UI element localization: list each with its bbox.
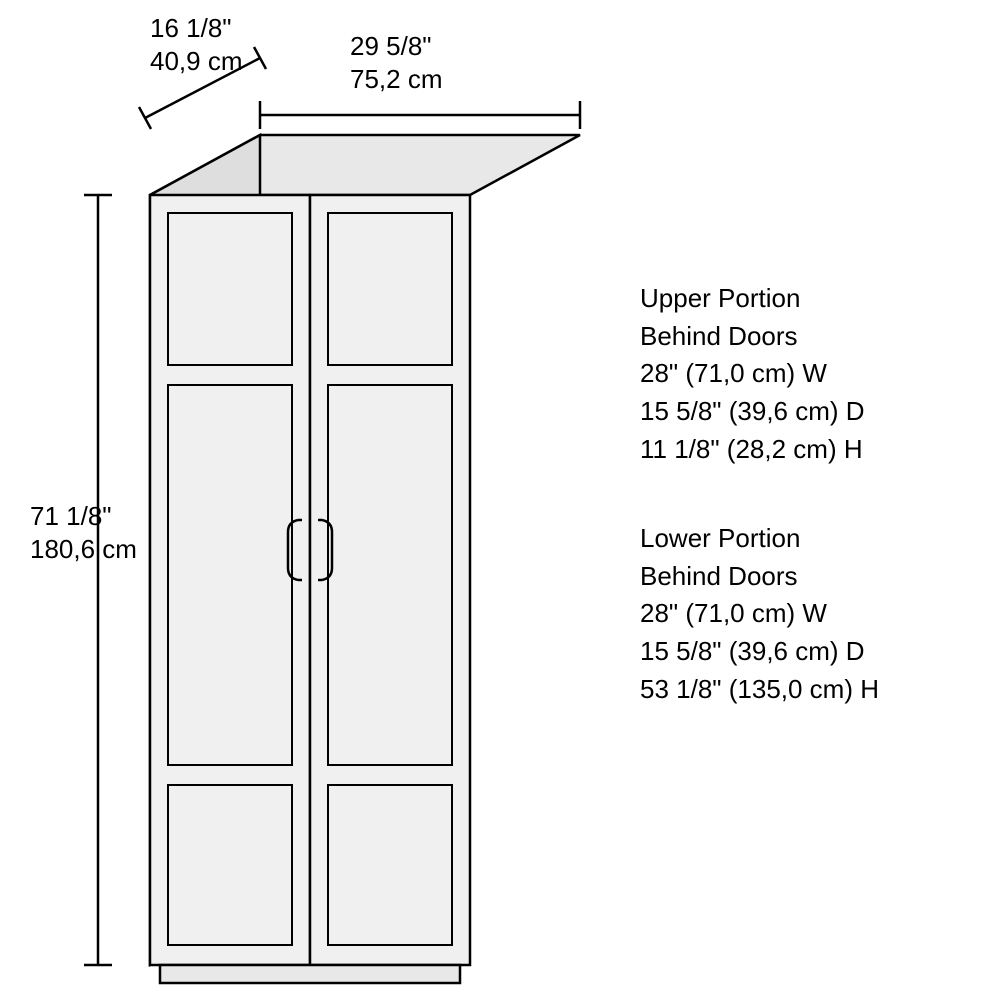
lower-w: 28" (71,0 cm) W bbox=[640, 595, 879, 633]
upper-d: 15 5/8" (39,6 cm) D bbox=[640, 393, 865, 431]
depth-metric: 40,9 cm bbox=[150, 45, 243, 78]
height-label: 71 1/8" 180,6 cm bbox=[30, 500, 137, 565]
width-metric: 75,2 cm bbox=[350, 63, 443, 96]
width-label: 29 5/8" 75,2 cm bbox=[350, 30, 443, 95]
door-right bbox=[310, 195, 470, 965]
lower-title-2: Behind Doors bbox=[640, 558, 879, 596]
dimension-height bbox=[84, 195, 112, 965]
depth-imperial: 16 1/8" bbox=[150, 12, 243, 45]
lower-d: 15 5/8" (39,6 cm) D bbox=[640, 633, 879, 671]
height-imperial: 71 1/8" bbox=[30, 500, 137, 533]
upper-w: 28" (71,0 cm) W bbox=[640, 355, 865, 393]
dimension-width bbox=[260, 101, 580, 129]
toe-kick bbox=[160, 965, 460, 983]
lower-h: 53 1/8" (135,0 cm) H bbox=[640, 671, 879, 709]
depth-label: 16 1/8" 40,9 cm bbox=[150, 12, 243, 77]
door-left bbox=[150, 195, 310, 965]
lower-spec: Lower Portion Behind Doors 28" (71,0 cm)… bbox=[640, 520, 879, 708]
upper-h: 11 1/8" (28,2 cm) H bbox=[640, 431, 865, 469]
width-imperial: 29 5/8" bbox=[350, 30, 443, 63]
diagram-canvas: 16 1/8" 40,9 cm 29 5/8" 75,2 cm 71 1/8" … bbox=[0, 0, 1000, 1000]
cabinet-svg bbox=[0, 0, 1000, 1000]
upper-title-1: Upper Portion bbox=[640, 280, 865, 318]
height-metric: 180,6 cm bbox=[30, 533, 137, 566]
upper-title-2: Behind Doors bbox=[640, 318, 865, 356]
lower-title-1: Lower Portion bbox=[640, 520, 879, 558]
upper-spec: Upper Portion Behind Doors 28" (71,0 cm)… bbox=[640, 280, 865, 468]
